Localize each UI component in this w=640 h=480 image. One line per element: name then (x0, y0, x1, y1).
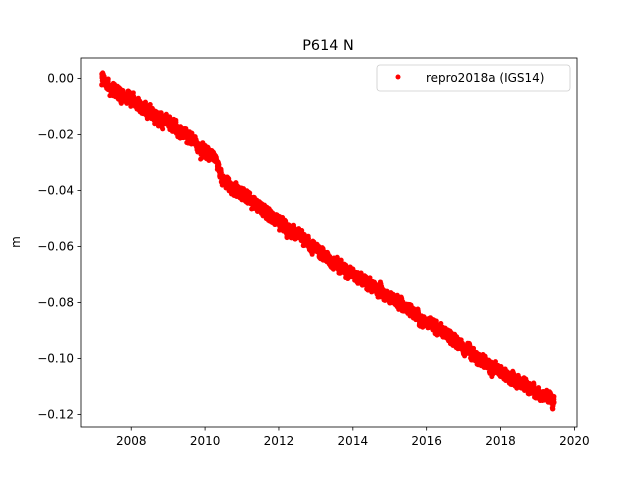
data-point (160, 126, 166, 132)
data-point (551, 394, 557, 400)
x-tick-label: 2010 (190, 434, 221, 448)
x-tick-label: 2020 (559, 434, 590, 448)
y-tick-label: −0.10 (37, 352, 74, 366)
data-point (105, 76, 111, 82)
y-tick-label: −0.04 (37, 184, 74, 198)
legend-marker (395, 74, 401, 80)
x-tick-label: 2008 (116, 434, 147, 448)
legend: repro2018a (IGS14) (376, 64, 571, 92)
y-tick-label: −0.06 (37, 240, 74, 254)
y-tick-label: −0.12 (37, 408, 74, 422)
y-axis-label: m (9, 236, 23, 248)
chart-title: P614 N (302, 38, 354, 54)
data-point (142, 99, 148, 105)
data-point (551, 399, 557, 405)
x-tick-label: 2016 (411, 434, 442, 448)
legend-label: repro2018a (IGS14) (426, 71, 544, 85)
y-tick-label: −0.02 (37, 128, 74, 142)
data-point (216, 162, 222, 168)
data-point (247, 190, 253, 196)
y-tick-label: 0.00 (47, 72, 74, 86)
data-point (130, 90, 136, 96)
data-points-group (99, 70, 557, 412)
data-point (338, 257, 344, 263)
x-tick-label: 2018 (485, 434, 516, 448)
y-tick-label: −0.08 (37, 296, 74, 310)
x-tick-label: 2014 (338, 434, 369, 448)
x-tick-label: 2012 (264, 434, 295, 448)
